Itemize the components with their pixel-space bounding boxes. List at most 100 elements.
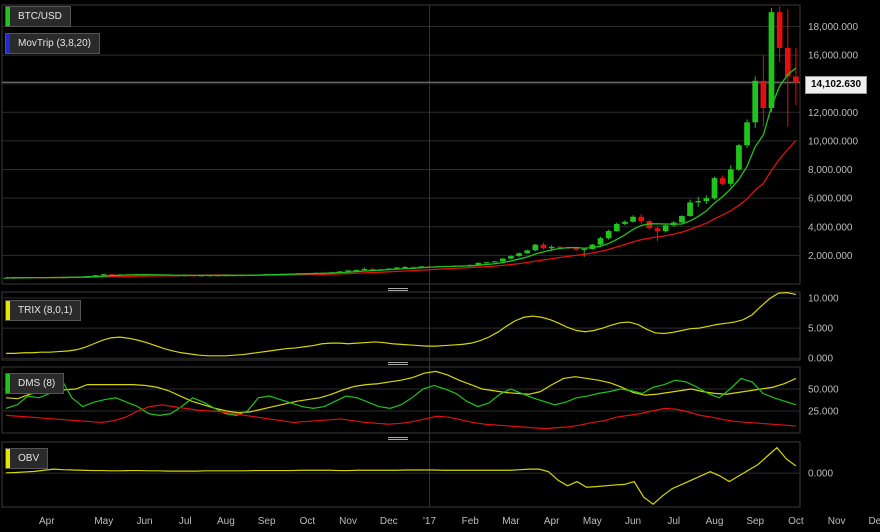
- y-tick-label: 6,000.000: [808, 194, 853, 205]
- pane-splitter-1[interactable]: [388, 287, 408, 292]
- legend-label: OBV: [18, 453, 40, 464]
- candle-body: [736, 145, 742, 170]
- candle-body: [581, 248, 588, 250]
- candle-body: [605, 231, 612, 239]
- candle-body: [92, 275, 99, 277]
- candle-body: [597, 238, 604, 245]
- indicator-series-line: [6, 404, 796, 430]
- indicator-series-line: [6, 370, 797, 414]
- x-tick-label: May: [583, 516, 602, 527]
- candle-body: [622, 221, 628, 224]
- candle-body: [752, 80, 759, 123]
- y-tick-label: 25.000: [808, 407, 839, 418]
- candle-body: [109, 274, 115, 276]
- candle-body: [475, 262, 482, 265]
- candle-body: [654, 228, 661, 232]
- x-tick-label: Dec: [868, 516, 880, 527]
- x-tick-label: Oct: [788, 516, 804, 527]
- candle-body: [589, 244, 596, 249]
- indicator-series-line: [5, 377, 797, 417]
- x-tick-label: Apr: [39, 516, 55, 527]
- candle-body: [556, 246, 563, 248]
- legend-movtrip[interactable]: MovTrip (3,8,20): [5, 33, 100, 54]
- y-tick-label: 2,000.000: [808, 251, 853, 262]
- y-tick-label: 10,000.000: [808, 136, 858, 147]
- candle-body: [776, 12, 783, 48]
- legend-swatch: [6, 374, 10, 393]
- candle-body: [499, 258, 506, 262]
- legend-btc-usd[interactable]: BTC/USD: [5, 6, 71, 27]
- legend-label: DMS (8): [18, 378, 56, 389]
- x-tick-label: Nov: [828, 516, 846, 527]
- y-tick-label: 0.000: [808, 354, 833, 365]
- legend-swatch: [6, 301, 10, 320]
- legend-obv[interactable]: OBV: [5, 448, 49, 469]
- x-tick-label: Aug: [217, 516, 235, 527]
- candle-body: [638, 216, 645, 222]
- candle-body: [662, 225, 669, 232]
- candle-body: [410, 266, 417, 268]
- candle-body: [695, 201, 702, 203]
- candle-body: [532, 244, 539, 251]
- candle-body: [711, 178, 718, 199]
- pane-splitter-2[interactable]: [388, 361, 408, 366]
- candle-body: [418, 266, 425, 268]
- legend-label: TRIX (8,0,1): [18, 305, 73, 316]
- candle-body: [613, 223, 620, 232]
- candle-body: [3, 277, 9, 279]
- candle-body: [646, 221, 653, 229]
- x-tick-label: Apr: [544, 516, 560, 527]
- candle-body: [679, 216, 685, 223]
- candle-body: [361, 268, 368, 270]
- legend-swatch: [6, 34, 10, 53]
- y-tick-label: 4,000.000: [808, 222, 853, 233]
- y-tick-label: 16,000.000: [808, 51, 858, 62]
- x-tick-label: Oct: [300, 516, 316, 527]
- x-tick-label: Dec: [380, 516, 398, 527]
- candle-body: [768, 12, 775, 109]
- candle-body: [727, 169, 734, 184]
- legend-trix[interactable]: TRIX (8,0,1): [5, 300, 82, 321]
- candle-body: [687, 202, 693, 217]
- candle-body: [337, 271, 343, 273]
- candle-body: [369, 268, 376, 271]
- pane-frame: [1, 366, 801, 434]
- x-tick-label: Jun: [136, 516, 152, 527]
- pane-splitter-3[interactable]: [388, 436, 408, 441]
- candle-body: [793, 76, 799, 83]
- x-tick-label: '17: [423, 516, 436, 527]
- indicator-series-line: [6, 291, 797, 357]
- candle-body: [630, 216, 636, 222]
- y-tick-label: 18,000.000: [808, 22, 858, 33]
- x-tick-label: Nov: [339, 516, 357, 527]
- candle-body: [540, 244, 547, 249]
- y-tick-label: 50.000: [808, 385, 839, 396]
- x-tick-label: Aug: [706, 516, 724, 527]
- candle-body: [491, 261, 498, 263]
- last-price-tag: 14,102.630: [805, 76, 867, 94]
- candle-body: [394, 267, 400, 269]
- candle-body: [100, 274, 107, 276]
- legend-swatch: [6, 449, 10, 468]
- moving-average-slow-line: [6, 139, 797, 279]
- x-tick-label: Sep: [746, 516, 764, 527]
- x-tick-label: Jul: [667, 516, 680, 527]
- legend-label: MovTrip (3,8,20): [18, 38, 91, 49]
- y-tick-label: 10.000: [808, 294, 839, 305]
- candle-body: [516, 253, 522, 257]
- x-tick-label: Jun: [625, 516, 641, 527]
- legend-dms[interactable]: DMS (8): [5, 373, 65, 394]
- legend-swatch: [6, 7, 10, 26]
- candle-body: [703, 198, 710, 202]
- y-tick-label: 5.000: [808, 324, 833, 335]
- y-tick-label: 8,000.000: [808, 165, 853, 176]
- candle-body: [548, 246, 555, 249]
- pane-frame: [1, 291, 801, 361]
- candle-body: [483, 262, 490, 264]
- candle-body: [784, 47, 791, 77]
- x-tick-label: Feb: [462, 516, 480, 527]
- candle-body: [744, 122, 750, 146]
- legend-label: BTC/USD: [18, 11, 62, 22]
- candle-body: [353, 269, 360, 271]
- pane-frame: [1, 441, 801, 508]
